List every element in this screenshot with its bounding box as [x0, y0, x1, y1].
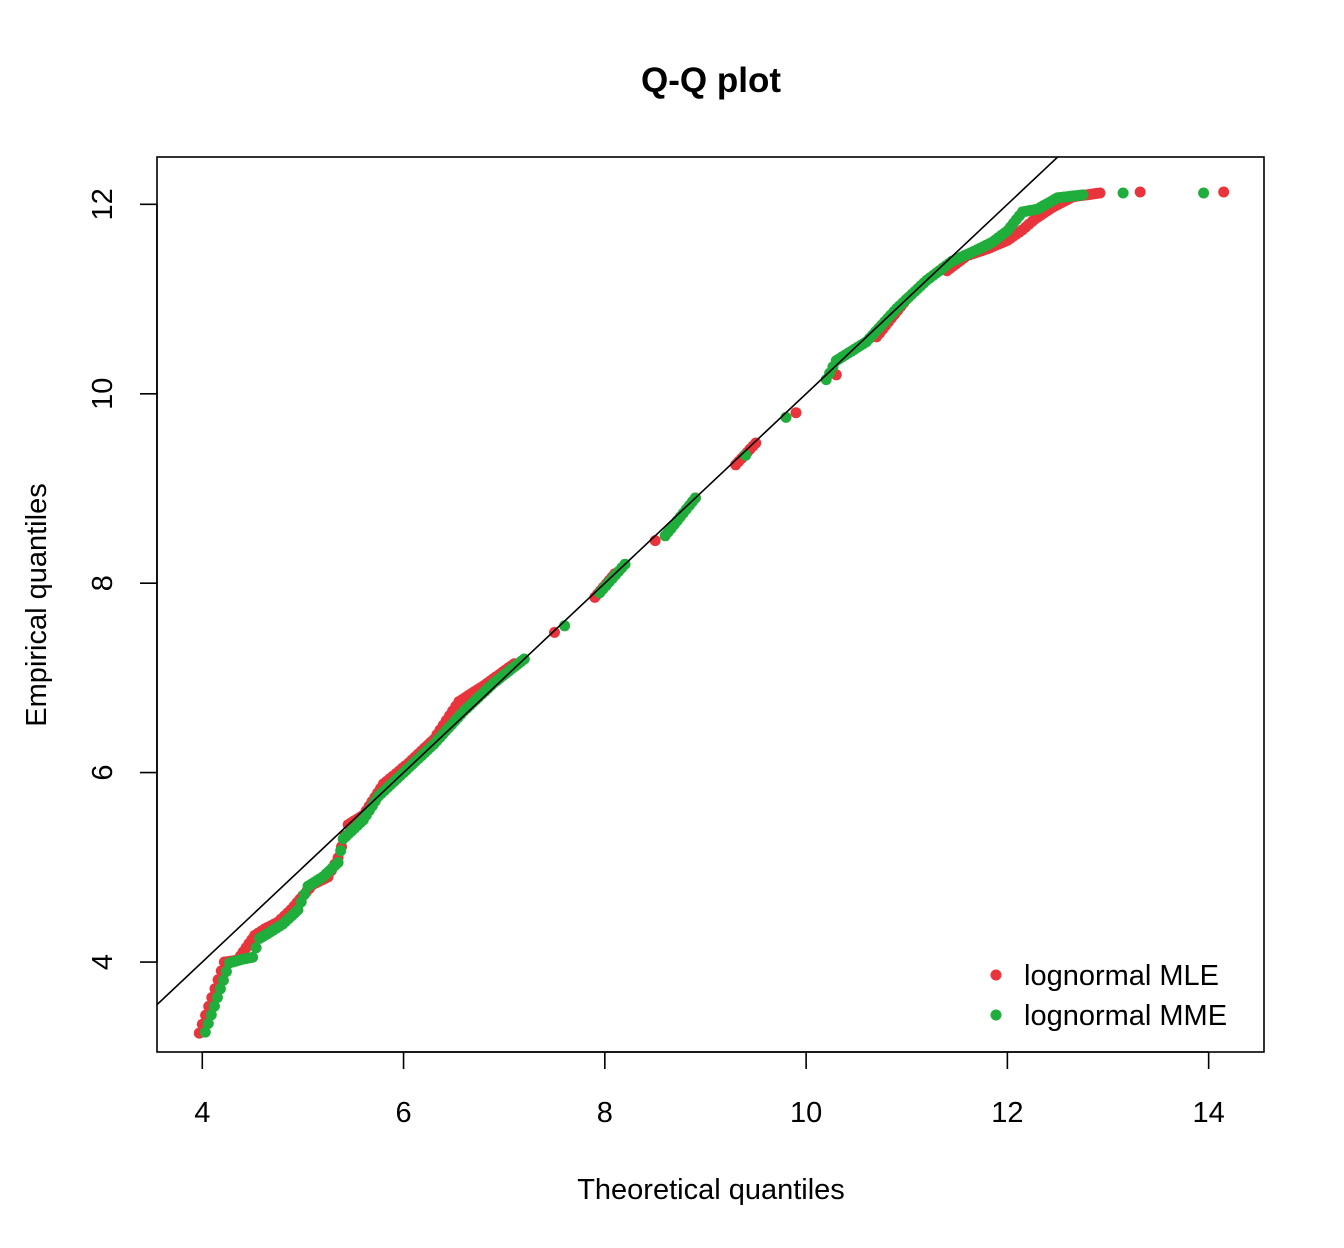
y-axis: 4 6 8 10 12 — [87, 188, 158, 970]
data-point — [790, 407, 802, 419]
data-point — [214, 983, 226, 995]
data-point — [250, 942, 262, 954]
x-axis-label: Theoretical quantiles — [577, 1174, 845, 1206]
data-point — [208, 1000, 220, 1012]
y-axis-label: Empirical quantiles — [21, 483, 53, 726]
reference-line — [157, 157, 1059, 1006]
chart-title: Q-Q plot — [641, 61, 781, 100]
legend-marker-mme — [990, 1009, 1002, 1021]
x-tick-label: 10 — [790, 1097, 822, 1129]
data-point — [335, 845, 347, 857]
data-point — [220, 966, 232, 978]
series-mme — [199, 187, 1210, 1038]
x-tick-label: 14 — [1193, 1097, 1225, 1129]
legend-marker-mle — [990, 969, 1002, 981]
data-point — [750, 437, 762, 449]
y-tick-label: 8 — [87, 575, 119, 591]
data-point — [202, 1018, 214, 1029]
plot-frame — [156, 156, 1265, 1053]
x-tick-label: 6 — [395, 1097, 411, 1129]
y-tick-label: 6 — [87, 765, 119, 781]
data-point — [1134, 186, 1146, 198]
x-tick-label: 12 — [991, 1097, 1023, 1129]
data-point — [1094, 187, 1106, 199]
series-mle — [193, 186, 1230, 1039]
x-axis: 4 6 8 10 12 14 — [194, 1051, 1225, 1129]
data-point — [1077, 189, 1089, 201]
y-tick-label: 12 — [87, 188, 119, 220]
data-point — [1198, 187, 1210, 199]
legend-label-mme: lognormal MME — [1024, 1000, 1227, 1032]
data-point — [211, 992, 223, 1003]
data-point — [1218, 186, 1230, 198]
data-point — [247, 951, 259, 963]
x-tick-label: 4 — [194, 1097, 210, 1129]
x-tick-label: 8 — [597, 1097, 613, 1129]
data-point — [1117, 187, 1129, 199]
data-point — [332, 857, 344, 869]
data-point — [217, 974, 229, 986]
data-point — [205, 1009, 217, 1021]
y-tick-label: 4 — [87, 954, 119, 970]
data-points — [193, 186, 1230, 1039]
legend-label-mle: lognormal MLE — [1024, 960, 1219, 992]
y-tick-label: 10 — [87, 378, 119, 410]
legend: lognormal MLE lognormal MME — [990, 960, 1227, 1032]
data-point — [549, 626, 560, 638]
data-point — [199, 1026, 211, 1038]
